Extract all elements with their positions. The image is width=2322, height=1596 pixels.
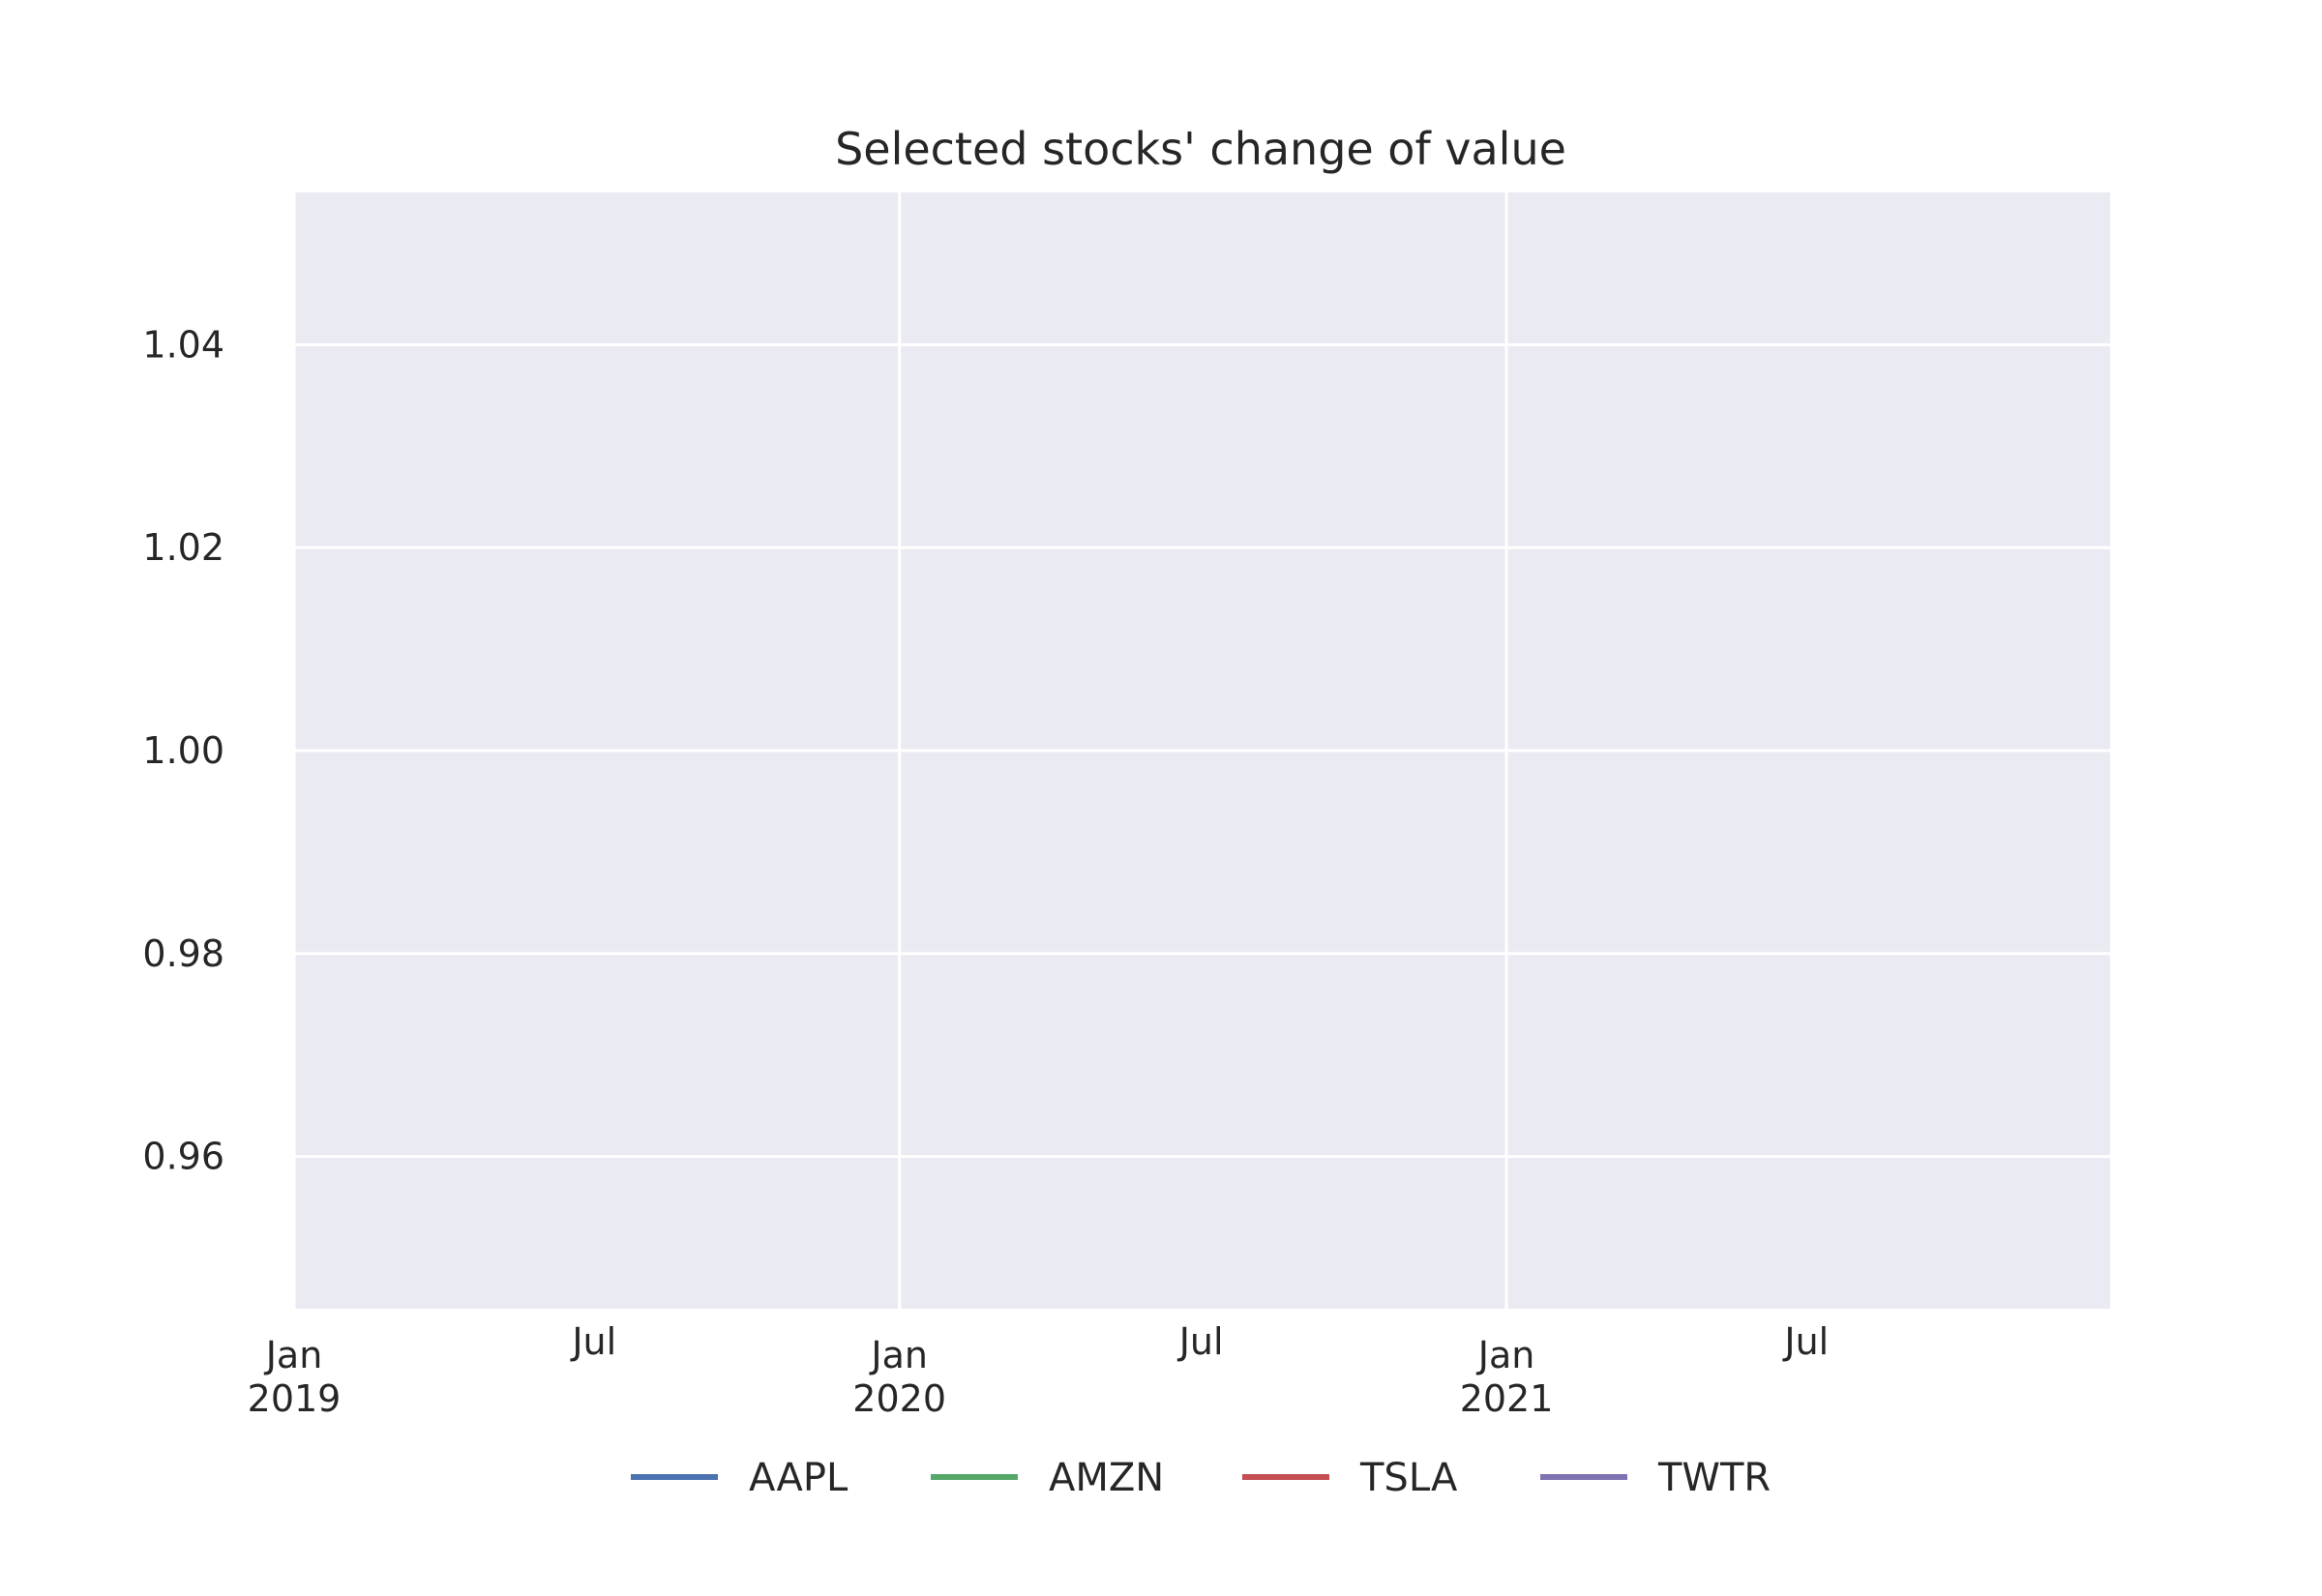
legend-item-amzn: AMZN <box>931 1456 1164 1500</box>
y-axis-ticks: 0.96 0.98 1.00 1.02 1.04 <box>142 323 224 1177</box>
y-tick-label: 0.98 <box>142 932 224 975</box>
y-tick-label: 0.96 <box>142 1136 224 1178</box>
x-tick-label: Jul <box>1177 1320 1224 1363</box>
x-tick-label: Jan <box>1476 1334 1535 1376</box>
y-tick-label: 1.04 <box>142 323 224 366</box>
x-tick-label: 2020 <box>852 1377 946 1420</box>
x-tick-label: Jul <box>1782 1320 1829 1363</box>
legend: AAPL AMZN TSLA TWTR <box>631 1456 1771 1500</box>
x-tick-label: 2021 <box>1460 1377 1554 1420</box>
legend-label: TWTR <box>1657 1456 1771 1500</box>
x-tick-label: 2019 <box>248 1377 342 1420</box>
x-tick-label: Jan <box>264 1334 323 1376</box>
legend-item-twtr: TWTR <box>1540 1456 1771 1500</box>
y-tick-label: 1.02 <box>142 526 224 569</box>
x-tick-label: Jan <box>869 1334 928 1376</box>
legend-label: AMZN <box>1049 1456 1164 1500</box>
chart-title: Selected stocks' change of value <box>835 123 1566 175</box>
y-tick-label: 1.00 <box>142 729 224 772</box>
legend-item-tsla: TSLA <box>1242 1456 1458 1500</box>
x-tick-label: Jul <box>570 1320 616 1363</box>
legend-item-aapl: AAPL <box>631 1456 848 1500</box>
grid-layer <box>292 192 2110 1309</box>
legend-label: TSLA <box>1359 1456 1458 1500</box>
legend-label: AAPL <box>749 1456 848 1500</box>
